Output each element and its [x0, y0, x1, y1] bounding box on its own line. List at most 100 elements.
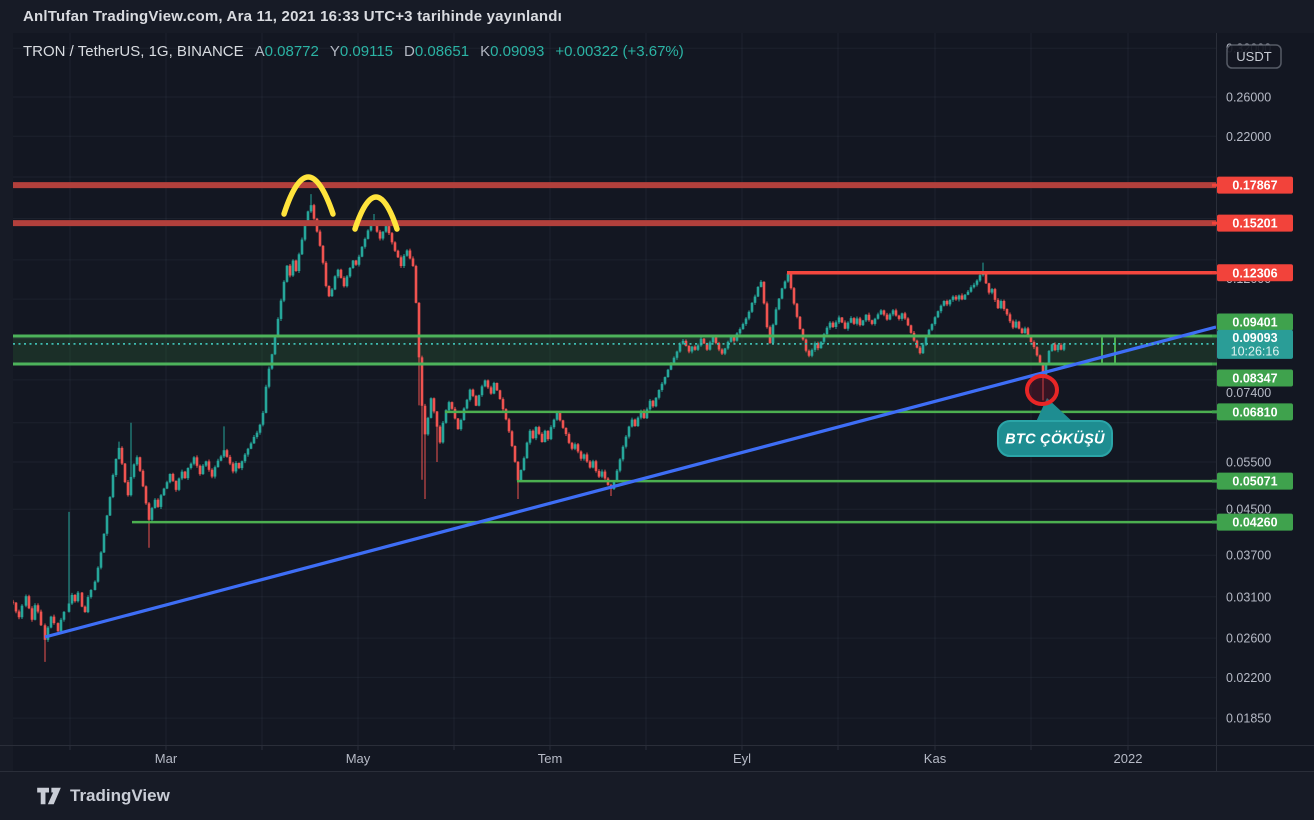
- chart-canvas[interactable]: BTC ÇÖKÜŞÜ0.320000.260000.220000.120000.…: [0, 33, 1314, 772]
- candle: [819, 341, 823, 349]
- candle: [927, 329, 931, 337]
- candle: [795, 303, 799, 317]
- candle: [945, 300, 949, 305]
- double-top-arc[interactable]: [281, 174, 336, 217]
- candle: [534, 427, 538, 439]
- candle: [102, 533, 106, 553]
- candle: [855, 318, 859, 324]
- candle: [840, 317, 844, 323]
- candle: [750, 302, 754, 312]
- candle: [828, 322, 832, 328]
- tradingview-logo-icon[interactable]: [36, 784, 62, 808]
- candle: [267, 368, 271, 387]
- candle: [67, 603, 71, 612]
- price-axis-label: [1217, 264, 1293, 282]
- drawings-layer: BTC ÇÖKÜŞÜ: [13, 174, 1216, 639]
- candle: [501, 399, 505, 410]
- candle: [603, 471, 607, 479]
- candle: [105, 515, 109, 534]
- candle: [561, 420, 565, 428]
- candle: [816, 343, 820, 349]
- support-zone-fill[interactable]: [13, 336, 1216, 365]
- candle: [717, 343, 721, 350]
- candle: [852, 318, 856, 324]
- candle: [663, 377, 667, 384]
- currency-button[interactable]: [1226, 44, 1282, 69]
- current-price-countdown: 10:26:16: [1231, 344, 1280, 358]
- candle: [801, 329, 805, 340]
- candle: [279, 300, 283, 319]
- price-tick: 0.03700: [1226, 549, 1271, 563]
- candle: [570, 442, 574, 449]
- price-axis-label-text: 0.12306: [1232, 266, 1277, 280]
- candle: [558, 412, 562, 421]
- candle: [384, 226, 388, 232]
- change-value: +0.00322 (+3.67%): [555, 43, 684, 60]
- candle: [810, 349, 814, 356]
- candle: [123, 463, 127, 483]
- candle: [390, 233, 394, 243]
- candle: [237, 463, 241, 469]
- candle: [999, 300, 1003, 309]
- candle: [528, 430, 532, 443]
- candle: [324, 262, 328, 286]
- tradingview-brand-text[interactable]: TradingView: [70, 786, 170, 805]
- trendline[interactable]: [44, 325, 1216, 639]
- candle: [861, 320, 865, 326]
- candle: [117, 447, 121, 459]
- open-label: A: [254, 43, 265, 60]
- candle: [615, 470, 619, 482]
- candle: [924, 336, 928, 345]
- plot-area[interactable]: [13, 33, 1216, 745]
- candle: [321, 245, 325, 263]
- candle: [951, 296, 955, 300]
- candle: [150, 508, 154, 520]
- candle: [636, 417, 640, 427]
- close-value: 0.09093: [490, 43, 545, 60]
- candle: [741, 324, 745, 330]
- candle: [723, 348, 727, 354]
- candle: [942, 300, 946, 306]
- candle: [1020, 328, 1024, 334]
- symbol-legend[interactable]: TRON / TetherUS, 1G, BINANCE A0.08772 Y0.0…: [23, 43, 684, 60]
- candle: [273, 335, 277, 355]
- candle: [70, 594, 74, 604]
- candle: [1062, 343, 1066, 350]
- candle: [543, 430, 547, 443]
- candle: [630, 419, 634, 427]
- candle: [153, 499, 157, 509]
- double-top-arc[interactable]: [352, 194, 400, 232]
- candle: [27, 596, 31, 609]
- price-axis-label: [1217, 403, 1293, 421]
- open-value: 0.08772: [264, 43, 319, 60]
- price-tick: 0.04500: [1226, 503, 1271, 517]
- candle: [423, 405, 427, 435]
- candle: [903, 313, 907, 319]
- symbol-title[interactable]: TRON / TetherUS, 1G, BINANCE: [23, 43, 244, 60]
- candle: [513, 445, 517, 462]
- candle: [171, 473, 175, 481]
- candle: [738, 329, 742, 334]
- candle: [645, 409, 649, 419]
- candle: [726, 341, 730, 349]
- candle: [192, 457, 196, 464]
- candle: [669, 363, 673, 370]
- candle: [1059, 345, 1063, 350]
- price-axis[interactable]: [1217, 33, 1314, 772]
- candle: [80, 592, 84, 607]
- candle: [351, 260, 355, 268]
- candle: [408, 250, 412, 259]
- candle: [771, 324, 775, 344]
- candle: [804, 339, 808, 351]
- candle: [300, 239, 304, 255]
- price-axis-label: [1217, 513, 1293, 531]
- candle: [186, 467, 190, 479]
- candle: [135, 457, 139, 465]
- candle: [822, 334, 826, 342]
- candle: [1026, 328, 1030, 337]
- callout-box[interactable]: [997, 420, 1113, 457]
- candle: [492, 382, 496, 394]
- candle: [774, 309, 778, 325]
- time-axis[interactable]: [13, 745, 1216, 772]
- crash-circle[interactable]: [1025, 374, 1059, 406]
